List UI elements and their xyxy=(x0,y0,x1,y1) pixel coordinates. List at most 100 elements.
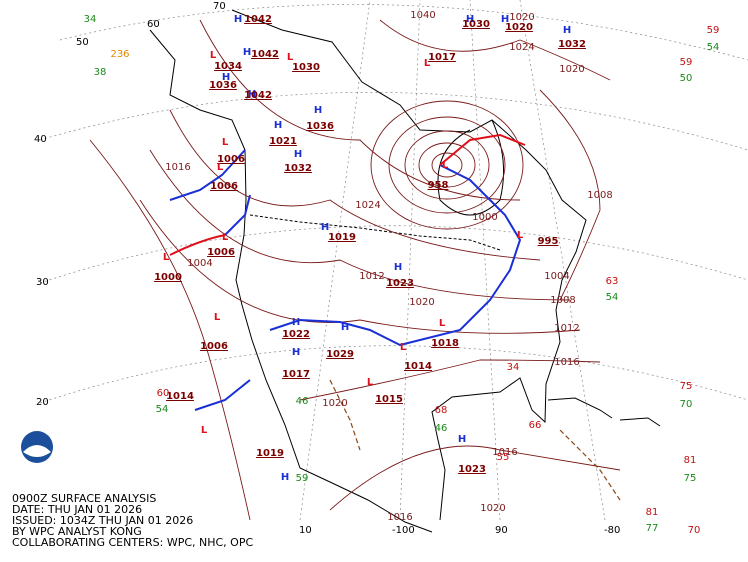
graticule-label: -100 xyxy=(392,525,415,536)
caption-line: BY WPC ANALYST KONG xyxy=(12,525,142,538)
pressure-symbol: H xyxy=(281,472,289,483)
pressure-symbol: L xyxy=(439,318,446,329)
trough xyxy=(329,379,361,451)
isobar-label: 1008 xyxy=(550,295,575,306)
central-pressure: 1006 xyxy=(207,247,235,258)
latitude-line xyxy=(39,92,748,151)
pressure-symbol: L xyxy=(400,342,407,353)
central-pressure: 1023 xyxy=(386,278,414,289)
pressure-symbol: L xyxy=(222,137,229,148)
station-value: 54 xyxy=(156,404,169,415)
central-pressure: 1030 xyxy=(462,19,490,30)
isobar xyxy=(370,100,524,230)
isobar xyxy=(169,109,541,261)
longitude-line xyxy=(399,0,421,521)
graticule-label: 20 xyxy=(36,397,49,408)
station-value: 81 xyxy=(684,455,697,466)
isobar-label: 1008 xyxy=(587,190,612,201)
caption-line: DATE: THU JAN 01 2026 xyxy=(12,503,142,516)
pressure-symbol: H xyxy=(292,317,300,328)
central-pressure: 1006 xyxy=(217,154,245,165)
pressure-symbol: L xyxy=(287,52,294,63)
central-pressure: 995 xyxy=(538,236,559,247)
station-value: 75 xyxy=(684,473,697,484)
pressure-symbol: H xyxy=(234,14,242,25)
isobar-label: 1012 xyxy=(359,271,384,282)
station-value: 46 xyxy=(296,396,309,407)
pressure-symbol: H xyxy=(274,120,282,131)
pressure-symbol: H xyxy=(292,347,300,358)
isobar xyxy=(379,19,611,81)
isobar xyxy=(431,152,463,178)
pressure-symbol: H xyxy=(563,25,571,36)
coastline xyxy=(149,9,587,533)
central-pressure: 1022 xyxy=(282,329,310,340)
central-pressure: 1029 xyxy=(326,349,354,360)
isobar xyxy=(404,130,490,200)
isobar-label: 1024 xyxy=(509,42,534,53)
latitude-line xyxy=(39,225,748,284)
latitude-line xyxy=(39,345,748,404)
pressure-symbol: L xyxy=(210,50,217,61)
station-value: 68 xyxy=(435,405,448,416)
isobar xyxy=(299,359,601,401)
graticule-label: 40 xyxy=(34,134,47,145)
caption-line: ISSUED: 1034Z THU JAN 01 2026 xyxy=(12,514,193,527)
central-pressure: 1032 xyxy=(558,39,586,50)
central-pressure: 1017 xyxy=(282,369,310,380)
central-pressure: 1042 xyxy=(251,49,279,60)
station-value: 34 xyxy=(84,14,97,25)
pressure-symbol: H xyxy=(466,14,474,25)
graticule-label: 10 xyxy=(299,525,312,536)
isobar-label: 1020 xyxy=(559,64,584,75)
station-value: 34 xyxy=(507,362,520,373)
central-pressure: 1006 xyxy=(210,181,238,192)
hispaniola xyxy=(619,417,661,427)
isobar-label: 1004 xyxy=(544,271,569,282)
isobars xyxy=(89,19,621,521)
station-value: 60 xyxy=(157,388,170,399)
graticule-label: 30 xyxy=(36,277,49,288)
caption-line: COLLABORATING CENTERS: WPC, NHC, OPC xyxy=(12,536,253,549)
isobar-label: 1020 xyxy=(480,503,505,514)
border xyxy=(249,214,501,251)
warm-front xyxy=(169,234,226,256)
isobar-label: 1016 xyxy=(165,162,190,173)
pressure-symbol: L xyxy=(222,232,229,243)
central-pressure: 1020 xyxy=(505,22,533,33)
cuba xyxy=(547,397,613,419)
central-pressure: 1036 xyxy=(306,121,334,132)
hudson-bay xyxy=(437,119,505,216)
central-pressure: 1006 xyxy=(200,341,228,352)
caption: 0900Z SURFACE ANALYSIS DATE: THU JAN 01 … xyxy=(12,492,253,549)
pressure-symbol: H xyxy=(394,262,402,273)
central-pressure: 1042 xyxy=(244,90,272,101)
isobar-label: 1012 xyxy=(554,323,579,334)
central-pressure: 1000 xyxy=(154,272,182,283)
isobar-label: 1016 xyxy=(387,512,412,523)
station-value: 54 xyxy=(707,42,720,53)
pressure-symbol: L xyxy=(424,58,431,69)
pressure-symbol: H xyxy=(458,434,466,445)
pressure-symbol: H xyxy=(294,149,302,160)
station-value: 59 xyxy=(296,473,309,484)
isobar xyxy=(388,116,506,214)
central-pressure: 1023 xyxy=(458,464,486,475)
graticule-label: 50 xyxy=(76,37,89,48)
graticule xyxy=(39,0,748,521)
station-value: 63 xyxy=(606,276,619,287)
central-pressure: 1021 xyxy=(269,136,297,147)
pressure-symbol: H xyxy=(314,105,322,116)
station-value: 38 xyxy=(94,67,107,78)
pressure-symbol: H xyxy=(222,72,230,83)
central-pressure: 1014 xyxy=(404,361,432,372)
central-pressure: 1019 xyxy=(328,232,356,243)
stationary-front xyxy=(269,318,401,346)
isobar xyxy=(89,139,251,521)
cold-front xyxy=(399,164,522,346)
isobar-label: 1024 xyxy=(355,200,380,211)
isobar xyxy=(199,19,521,201)
station-value: 236 xyxy=(110,49,129,60)
station-value: 59 xyxy=(707,25,720,36)
